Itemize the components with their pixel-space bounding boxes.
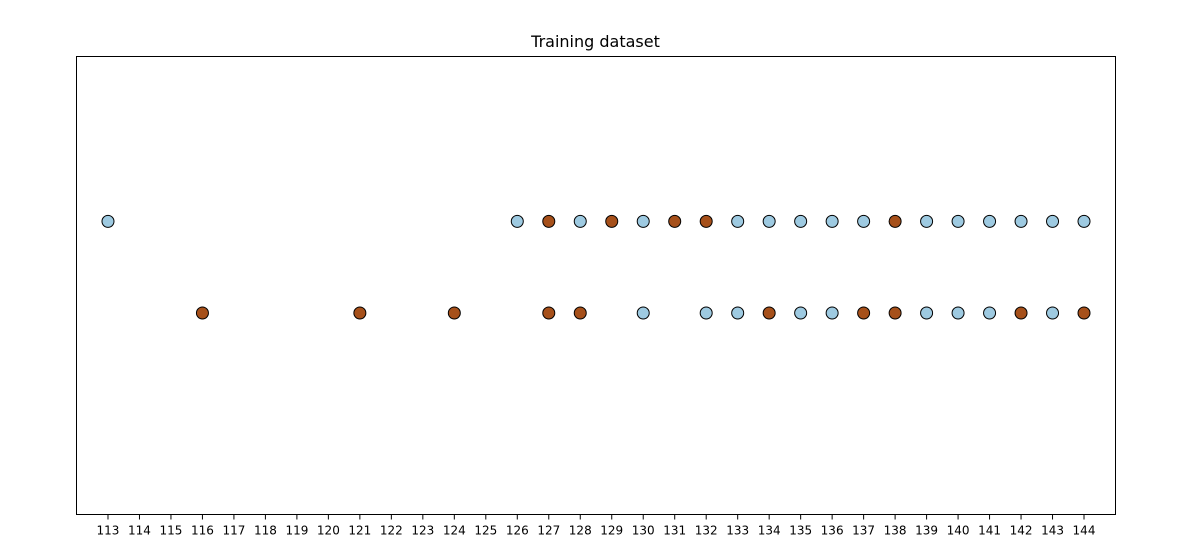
data-point <box>951 306 965 320</box>
data-point <box>1014 306 1028 320</box>
data-point <box>857 214 871 228</box>
data-point <box>1077 214 1091 228</box>
x-tick-label: 114 <box>128 524 151 538</box>
x-tick-label: 113 <box>97 524 120 538</box>
data-point <box>636 214 650 228</box>
data-point <box>636 306 650 320</box>
x-tick-label: 132 <box>695 524 718 538</box>
data-point <box>951 214 965 228</box>
data-point <box>573 214 587 228</box>
data-point <box>1014 214 1028 228</box>
data-point <box>888 306 902 320</box>
data-point <box>699 214 713 228</box>
data-point <box>983 214 997 228</box>
data-point <box>195 306 209 320</box>
x-tick-label: 119 <box>285 524 308 538</box>
x-tick-label: 120 <box>317 524 340 538</box>
x-tick-label: 128 <box>569 524 592 538</box>
chart-title: Training dataset <box>530 32 660 51</box>
x-tick-label: 115 <box>160 524 183 538</box>
x-tick-label: 117 <box>222 524 245 538</box>
data-point <box>101 214 115 228</box>
x-tick-label: 125 <box>474 524 497 538</box>
plot-frame <box>76 56 1116 515</box>
data-point <box>888 214 902 228</box>
data-point <box>1077 306 1091 320</box>
x-tick-label: 126 <box>506 524 529 538</box>
x-tick-label: 124 <box>443 524 466 538</box>
data-point <box>794 214 808 228</box>
x-tick-label: 131 <box>663 524 686 538</box>
x-tick-label: 121 <box>348 524 371 538</box>
x-tick-label: 140 <box>947 524 970 538</box>
x-tick-label: 123 <box>411 524 434 538</box>
data-point <box>731 214 745 228</box>
data-point <box>447 306 461 320</box>
x-tick-label: 127 <box>537 524 560 538</box>
data-point <box>762 306 776 320</box>
data-point <box>762 214 776 228</box>
x-tick-label: 130 <box>632 524 655 538</box>
data-point <box>668 214 682 228</box>
data-point <box>510 214 524 228</box>
data-point <box>605 214 619 228</box>
x-tick-label: 129 <box>600 524 623 538</box>
data-point <box>857 306 871 320</box>
x-tick-label: 144 <box>1073 524 1096 538</box>
data-point <box>920 306 934 320</box>
x-tick-label: 116 <box>191 524 214 538</box>
data-points <box>101 214 1091 320</box>
data-point <box>353 306 367 320</box>
x-tick-label: 139 <box>915 524 938 538</box>
data-point <box>699 306 713 320</box>
x-tick-label: 138 <box>884 524 907 538</box>
data-point <box>542 306 556 320</box>
x-tick-label: 118 <box>254 524 277 538</box>
x-tick-label: 135 <box>789 524 812 538</box>
data-point <box>542 214 556 228</box>
x-tick-label: 133 <box>726 524 749 538</box>
data-point <box>794 306 808 320</box>
data-point <box>573 306 587 320</box>
x-tick-label: 141 <box>978 524 1001 538</box>
data-point <box>920 214 934 228</box>
data-point <box>731 306 745 320</box>
x-tick-label: 142 <box>1010 524 1033 538</box>
data-point <box>825 214 839 228</box>
data-point <box>1046 306 1060 320</box>
data-point <box>983 306 997 320</box>
data-point <box>825 306 839 320</box>
x-tick-label: 143 <box>1041 524 1064 538</box>
data-point <box>1046 214 1060 228</box>
x-tick-label: 137 <box>852 524 875 538</box>
x-tick-label: 136 <box>821 524 844 538</box>
x-tick-label: 134 <box>758 524 781 538</box>
x-axis-ticks: 113 114 115 116 117 118 119 120 121 122 123 124 125 1… <box>97 514 1096 538</box>
x-tick-label: 122 <box>380 524 403 538</box>
